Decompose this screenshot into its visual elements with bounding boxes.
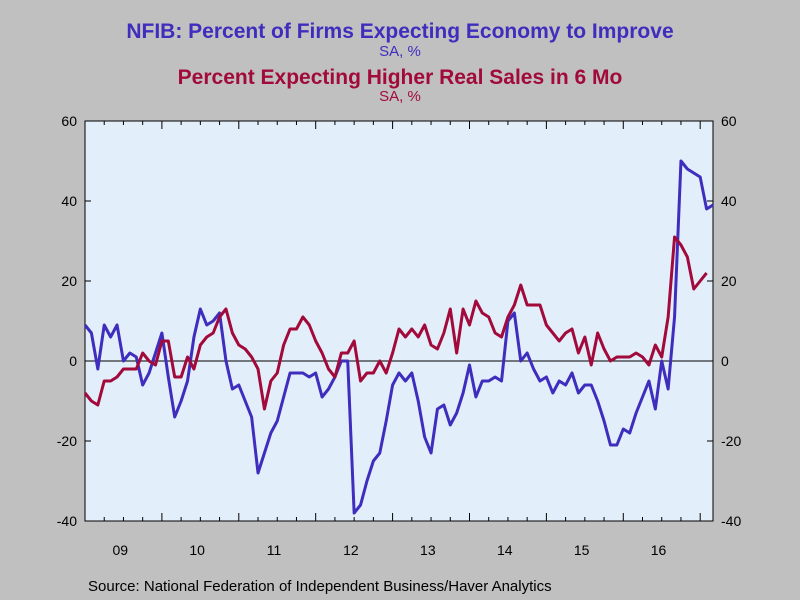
y-left-tick-label: -20 [57,433,77,449]
chart-title: NFIB: Percent of Firms Expecting Economy… [126,20,674,43]
x-tick-label: 14 [497,542,513,558]
y-left-tick-label: 20 [61,273,77,289]
x-tick-label: 11 [267,542,282,558]
y-left-tick-label: 40 [61,193,77,209]
y-left-tick-label: 60 [61,113,77,129]
x-tick-label: 09 [112,542,128,558]
x-tick-label: 16 [651,542,667,558]
y-right-tick-label: -20 [721,433,741,449]
tick-labels-layer: 60 60 40 40 20 20 0 0 -20 -20 -40 -40 09 10 11 12 13 14 15… [57,113,742,558]
series-line-2 [83,235,708,411]
chart-title-2-subtitle: SA, % [379,88,421,105]
chart-title-2: Percent Expecting Higher Real Sales in 6… [177,66,623,89]
x-tick-label: 13 [420,542,436,558]
y-right-tick-label: -40 [721,513,741,529]
x-tick-label: 15 [574,542,590,558]
y-right-tick-label: 40 [721,193,737,209]
ticks-layer [84,120,713,522]
y-left-tick-label: -40 [57,513,77,529]
y-right-tick-label: 20 [721,273,737,289]
x-tick-label: 12 [343,542,359,558]
y-right-tick-label: 0 [721,353,729,369]
plot-area [84,120,714,522]
source-note: Source: National Federation of Independe… [88,578,552,595]
chart-title-subtitle: SA, % [379,43,421,60]
y-left-tick-label: 0 [69,353,77,369]
x-tick-label: 10 [189,542,205,558]
series-layer [83,159,714,515]
y-right-tick-label: 60 [721,113,737,129]
series-line-1 [83,159,714,515]
